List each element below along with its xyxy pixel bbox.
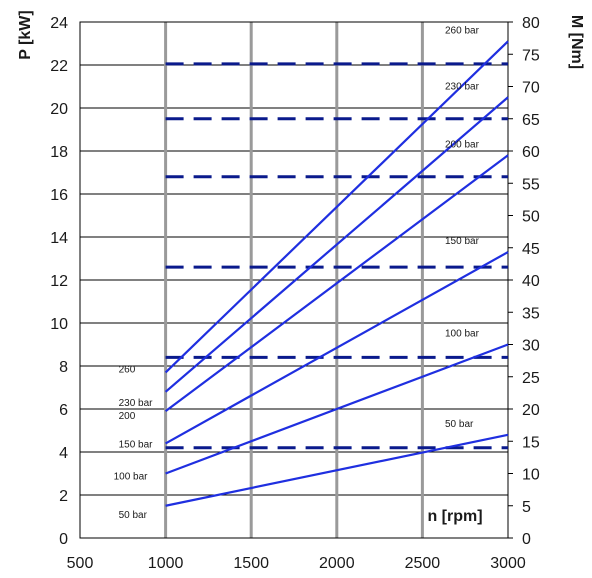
y-left-axis-title: P [kW]: [17, 10, 34, 59]
power-line: [165, 433, 509, 507]
y-right-axis-title: M [Nm]: [568, 15, 585, 69]
y-left-tick-label: 6: [59, 402, 68, 419]
y-right-tick-label: 15: [522, 434, 540, 451]
power-series: [164, 40, 509, 507]
series-end-label: 200 bar: [445, 139, 480, 150]
power-line: [165, 343, 509, 475]
y-left-tick-label: 0: [59, 531, 68, 548]
series-start-label: 150 bar: [119, 439, 154, 450]
plot-frame: [79, 21, 509, 539]
series-end-label: 50 bar: [445, 419, 474, 430]
y-left-tick-label: 2: [59, 488, 68, 505]
y-left-tick-label: 16: [50, 187, 68, 204]
y-right-tick-label: 65: [522, 112, 540, 129]
series-end-label: 260 bar: [445, 25, 480, 36]
y-left-tick-label: 4: [59, 445, 68, 462]
power-line: [165, 251, 509, 445]
y-left-tick-label: 14: [50, 230, 68, 247]
y-right-tick-label: 20: [522, 402, 540, 419]
x-tick-label: 500: [67, 555, 94, 572]
y-right-tick-label: 55: [522, 176, 540, 193]
series-end-label: 100 bar: [445, 329, 480, 340]
series-labels: 260 260 bar 230 bar 230 bar 200 200 bar 150 ba…: [114, 25, 480, 520]
x-tick-label: 2000: [319, 555, 355, 572]
y-left-tick-label: 8: [59, 359, 68, 376]
y-right-tick-label: 30: [522, 338, 540, 355]
x-tick-label: 1000: [148, 555, 184, 572]
y-right-tick-label: 80: [522, 15, 540, 32]
series-end-label: 150 bar: [445, 236, 480, 247]
y-left-tick-label: 10: [50, 316, 68, 333]
y-right-tick-label: 60: [522, 144, 540, 161]
series-start-label: 200: [119, 411, 136, 422]
y-left-tick-label: 18: [50, 144, 68, 161]
y-right-tick-label: 0: [522, 531, 531, 548]
x-axis-title: n [rpm]: [427, 508, 482, 525]
y-right-tick-label: 75: [522, 47, 540, 64]
x-tick-label: 1500: [233, 555, 269, 572]
y-right-tick-label: 40: [522, 273, 540, 290]
power-line: [164, 40, 509, 374]
series-start-label: 50 bar: [119, 510, 148, 521]
power-line: [164, 96, 509, 393]
series-start-label: 100 bar: [114, 472, 149, 483]
y-left-tick-label: 20: [50, 101, 68, 118]
y-right-tick-label: 5: [522, 499, 531, 516]
y-right-tick-label: 50: [522, 209, 540, 226]
x-tick-label: 2500: [405, 555, 441, 572]
y-left-tick-label: 12: [50, 273, 68, 290]
power-line: [164, 154, 509, 413]
torque-series: [165, 62, 508, 450]
y-left-tick-label: 24: [50, 15, 68, 32]
y-right-tick-label: 70: [522, 80, 540, 97]
series-start-label: 230 bar: [119, 398, 154, 409]
y-right-tick-label: 45: [522, 241, 540, 258]
y-left-tick-label: 22: [50, 58, 68, 75]
axes: P [kW] M [Nm] n [rpm] 024681012141618202…: [17, 10, 585, 572]
x-tick-label: 3000: [490, 555, 526, 572]
y-right-tick-label: 35: [522, 305, 540, 322]
series-end-label: 230 bar: [445, 81, 480, 92]
y-right-tick-label: 10: [522, 467, 540, 484]
series-start-label: 260: [119, 364, 136, 375]
grid: [79, 21, 513, 539]
y-right-tick-label: 25: [522, 370, 540, 387]
